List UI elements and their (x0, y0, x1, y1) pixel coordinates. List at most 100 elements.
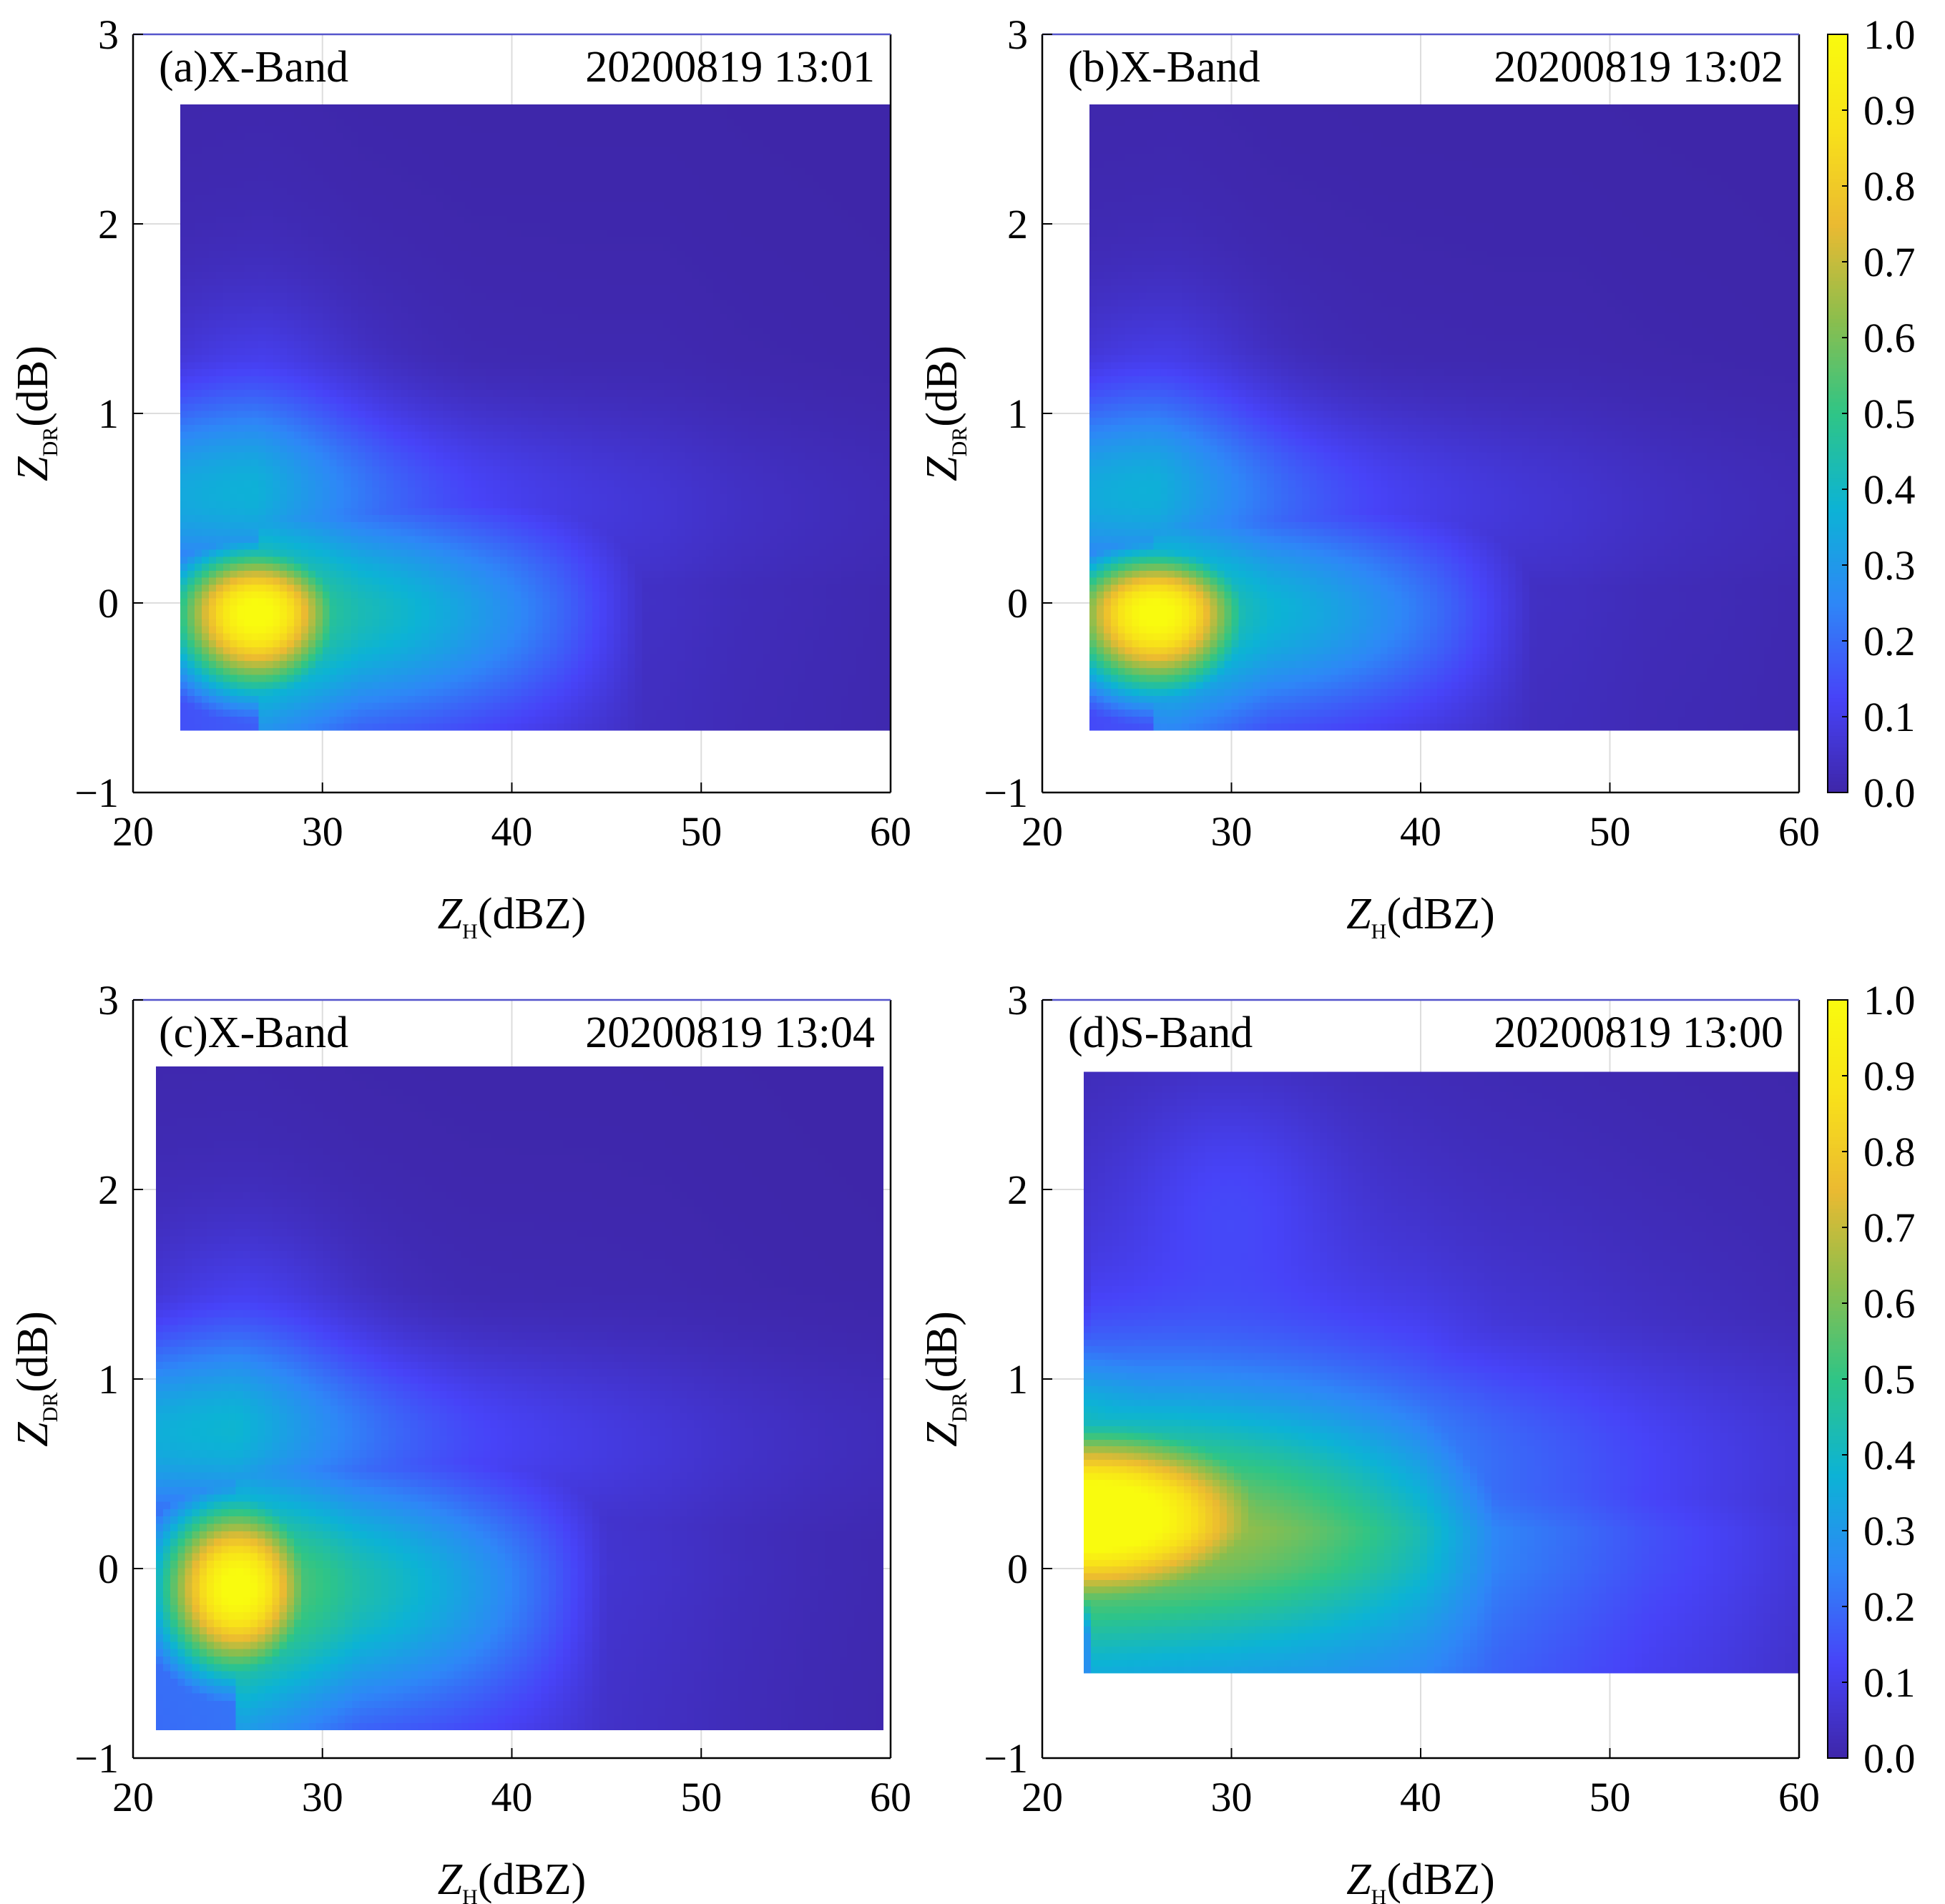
heatmap-cell (323, 654, 330, 662)
heatmap-cell (549, 695, 557, 703)
heatmap-cell (599, 723, 607, 731)
heatmap-cell (763, 702, 770, 710)
heatmap-cell (301, 682, 309, 690)
heatmap-cell (486, 654, 494, 662)
heatmap-cell (578, 709, 586, 717)
heatmap-cell (372, 709, 380, 717)
heatmap-cell (308, 674, 316, 682)
heatmap-cell (862, 682, 870, 690)
heatmap-cell (209, 667, 217, 675)
heatmap-cell (735, 660, 743, 668)
heatmap-cell (727, 716, 735, 724)
heatmap-cell (258, 716, 266, 724)
heatmap-cell (450, 702, 458, 710)
heatmap-cell (549, 667, 557, 675)
heatmap-cell (841, 709, 849, 717)
heatmap-cell (464, 723, 472, 731)
heatmap-cell (557, 654, 564, 662)
heatmap-cell (315, 709, 323, 717)
heatmap-cell (827, 674, 835, 682)
heatmap-cell (720, 695, 728, 703)
heatmap-cell (564, 682, 572, 690)
heatmap-cell (549, 709, 557, 717)
heatmap-cell (543, 660, 551, 668)
heatmap-cell (401, 702, 408, 710)
heatmap-cell (529, 682, 537, 690)
heatmap-cell (372, 660, 380, 668)
heatmap-cell (223, 688, 231, 696)
heatmap-cell (237, 695, 245, 703)
heatmap-cell (642, 682, 650, 690)
heatmap-cell (628, 702, 636, 710)
heatmap-cell (265, 716, 273, 724)
heatmap-cell (699, 688, 707, 696)
heatmap-cell (663, 702, 671, 710)
heatmap-cell (358, 723, 366, 731)
heatmap-cell (727, 688, 735, 696)
heatmap-cell (621, 674, 629, 682)
heatmap-cell (834, 688, 842, 696)
heatmap-cell (820, 702, 828, 710)
heatmap-cell (408, 702, 416, 710)
heatmap-cell (607, 723, 614, 731)
heatmap-cell (444, 660, 451, 668)
heatmap-cell (557, 674, 564, 682)
heatmap-cell (649, 695, 657, 703)
heatmap-cell (855, 660, 863, 668)
heatmap-cell (358, 682, 366, 690)
heatmap-cell (713, 674, 721, 682)
heatmap-cell (344, 695, 352, 703)
heatmap-cell (862, 667, 870, 675)
heatmap-cell (444, 709, 451, 717)
heatmap-cell (187, 716, 195, 724)
heatmap-cell (507, 660, 515, 668)
heatmap-cell (202, 716, 210, 724)
heatmap-cell (315, 688, 323, 696)
heatmap-cell (798, 723, 806, 731)
heatmap-cell (770, 723, 778, 731)
heatmap-cell (777, 716, 785, 724)
heatmap-cell (713, 723, 721, 731)
heatmap-cell (245, 667, 253, 675)
heatmap-cell (599, 674, 607, 682)
heatmap-cell (755, 674, 763, 682)
heatmap-cell (507, 723, 515, 731)
heatmap-cell (720, 702, 728, 710)
heatmap-cell (855, 702, 863, 710)
heatmap-cell (820, 695, 828, 703)
heatmap-cell (479, 654, 486, 662)
heatmap-cell (280, 682, 288, 690)
heatmap-cell (365, 674, 373, 682)
heatmap-cell (621, 716, 629, 724)
heatmap-cell (436, 654, 444, 662)
heatmap-cell (564, 723, 572, 731)
heatmap-cell (386, 709, 394, 717)
heatmap-cell (457, 702, 465, 710)
heatmap-cell (422, 660, 430, 668)
heatmap-cell (365, 688, 373, 696)
heatmap-cell (294, 716, 302, 724)
heatmap-cell (223, 660, 231, 668)
heatmap-cell (514, 702, 522, 710)
heatmap-cell (393, 688, 401, 696)
heatmap-cell (670, 716, 678, 724)
heatmap-cell (330, 682, 338, 690)
heatmap-cell (265, 674, 273, 682)
heatmap-cell (529, 660, 537, 668)
heatmap-cell (471, 702, 479, 710)
heatmap-cell (464, 660, 472, 668)
heatmap-cell (670, 674, 678, 682)
heatmap-cell (841, 682, 849, 690)
heatmap-cell (592, 674, 600, 682)
heatmap-cell (344, 723, 352, 731)
heatmap-cell (670, 654, 678, 662)
heatmap-cell (557, 716, 564, 724)
heatmap-cell (379, 660, 387, 668)
heatmap-cell (280, 654, 288, 662)
heatmap-cell (209, 682, 217, 690)
heatmap-cell (777, 682, 785, 690)
heatmap-cell (763, 688, 770, 696)
figure: 20 30 40 50 60−10123ZH(dBZ)ZDR(dB)(a)X-Band 2… (0, 0, 1945, 1904)
heatmap-cell (834, 667, 842, 675)
heatmap-cell (351, 660, 358, 668)
